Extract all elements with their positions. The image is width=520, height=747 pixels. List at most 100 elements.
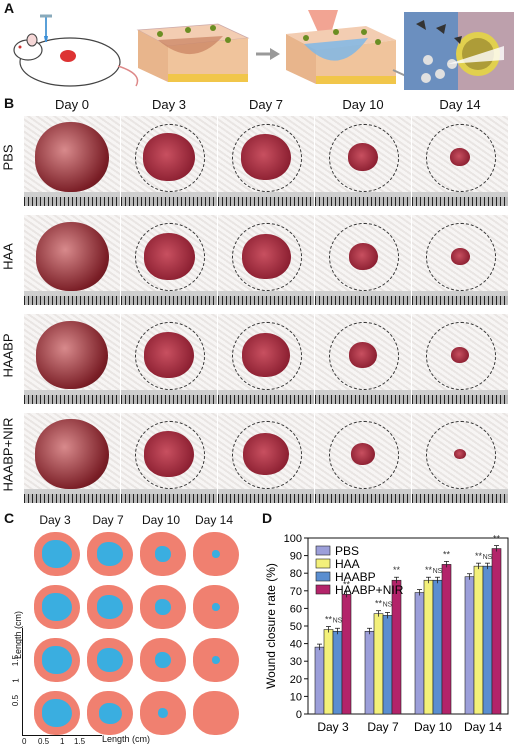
trace-day-label: Day 3 [39, 513, 71, 527]
bar [432, 579, 443, 715]
wound-area [35, 122, 109, 192]
significance-label: ** [493, 534, 501, 544]
wound-photo [121, 314, 217, 404]
skin-wound-block [136, 23, 250, 82]
ruler-scale [121, 291, 217, 305]
y-tick-label: 40 [290, 639, 302, 651]
significance-label: ** [425, 565, 433, 575]
wound-area [451, 347, 469, 363]
wound-trace [34, 532, 80, 576]
day-label: Day 0 [55, 97, 89, 112]
y-tick-label: 70 [290, 586, 302, 598]
wound-area [351, 443, 375, 465]
ruler-scale [218, 291, 314, 305]
bar [441, 564, 452, 715]
legend-swatch [315, 545, 331, 556]
zoom-inset [404, 12, 514, 90]
y-tick-label: 10 [290, 691, 302, 703]
wound-boundary-circle [329, 124, 399, 192]
wound-area [241, 233, 291, 279]
wound-photo [218, 413, 314, 503]
wound-boundary-circle [426, 322, 496, 390]
wound-photo [412, 116, 508, 206]
y-tick-label: 90 [290, 551, 302, 563]
bar [491, 548, 502, 715]
group-label: HAA [0, 243, 16, 270]
significance-label: ** [325, 615, 333, 625]
wound-photo [315, 215, 411, 305]
ruler-scale [24, 489, 120, 503]
schematic-svg [13, 10, 514, 90]
ruler-scale [24, 192, 120, 206]
panel-c-label: C [4, 510, 15, 526]
bar [473, 565, 484, 715]
scale-tick: 0 [22, 737, 27, 746]
wound-boundary-circle [426, 124, 496, 192]
wound-trace [34, 638, 80, 682]
wound-boundary-circle [329, 223, 399, 291]
wound-trace [193, 585, 239, 629]
y-tick-label: 80 [290, 568, 302, 580]
scale-tick: 0.5 [38, 737, 50, 746]
hydrogel-laser-block [286, 10, 407, 84]
bar [382, 615, 393, 715]
y-tick-label: 30 [290, 656, 302, 668]
remaining-wound-trace [97, 542, 123, 566]
x-tick-label: Day 3 [317, 720, 349, 734]
y-tick-label: 60 [290, 603, 302, 615]
panel-b-label: B [4, 95, 15, 111]
wound-photo [412, 413, 508, 503]
significance-label: NS [333, 618, 343, 625]
wound-trace [193, 638, 239, 682]
wound-boundary-circle [135, 322, 205, 390]
wound-photo [315, 314, 411, 404]
scale-tick: 1 [11, 678, 21, 683]
wound-area [35, 419, 109, 489]
wound-boundary-circle [329, 421, 399, 489]
wound-photo [24, 215, 120, 305]
wound-boundary-circle [135, 124, 205, 192]
legend-label: PBS [335, 544, 359, 558]
ruler-scale [218, 390, 314, 404]
group-label: HAABP [0, 333, 16, 378]
ruler-scale [121, 192, 217, 206]
wound-trace [140, 638, 186, 682]
wound-area [450, 148, 470, 166]
legend-label: HAABP+NIR [335, 583, 404, 597]
remaining-wound-trace [42, 540, 72, 568]
trace-day-label: Day 14 [194, 513, 234, 527]
wound-photo [24, 116, 120, 206]
wound-trace [34, 691, 80, 735]
wound-boundary-circle [232, 223, 302, 291]
scale-tick: 1 [60, 737, 65, 746]
ruler-scale [412, 291, 508, 305]
remaining-wound-trace [155, 599, 171, 615]
ruler-scale [24, 291, 120, 305]
day-label: Day 14 [439, 97, 481, 112]
wound-boundary-circle [135, 421, 205, 489]
ruler-scale [412, 192, 508, 206]
wound-boundary-circle [426, 223, 496, 291]
wound-photo [218, 116, 314, 206]
wound-area [348, 242, 378, 270]
wound-area [243, 433, 289, 475]
wound-area [241, 134, 291, 180]
ruler-scale [412, 489, 508, 503]
remaining-wound-trace [155, 546, 171, 562]
significance-label: ** [443, 549, 451, 559]
wound-trace [87, 585, 133, 629]
remaining-wound-trace [98, 702, 122, 724]
bar [341, 594, 352, 715]
wound-area [349, 342, 377, 368]
wound-area [144, 332, 194, 378]
wound-photo [218, 314, 314, 404]
y-tick-label: 100 [284, 533, 302, 545]
remaining-wound-trace [97, 595, 123, 619]
ruler-scale [218, 192, 314, 206]
y-tick-label: 50 [290, 621, 302, 633]
scale-tick: 1.5 [11, 654, 21, 667]
wound-photo [121, 215, 217, 305]
day-label: Day 7 [249, 97, 283, 112]
wound-trace [193, 532, 239, 576]
wound-photo [412, 314, 508, 404]
